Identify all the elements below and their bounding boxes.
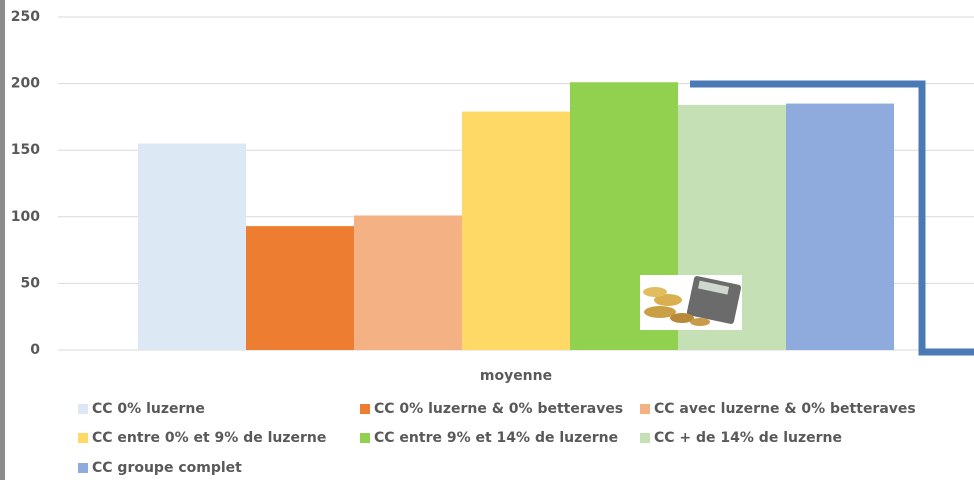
- legend-swatch: [360, 404, 370, 414]
- bar: [462, 112, 570, 350]
- left-border: [0, 0, 5, 480]
- legend-label: CC 0% luzerne: [92, 401, 205, 417]
- legend-label: CC groupe complet: [92, 460, 242, 476]
- y-tick-label: 100: [11, 209, 40, 225]
- legend-swatch: [78, 433, 88, 443]
- legend-label: CC 0% luzerne & 0% betteraves: [374, 401, 623, 417]
- y-tick-label: 0: [30, 342, 40, 358]
- legend-label: CC + de 14% de luzerne: [654, 430, 842, 446]
- bar: [786, 104, 894, 350]
- legend-swatch: [78, 463, 88, 473]
- legend-label: CC entre 0% et 9% de luzerne: [92, 430, 326, 446]
- bar: [138, 144, 246, 350]
- legend-swatch: [360, 433, 370, 443]
- y-tick-label: 250: [11, 9, 40, 25]
- x-tick-label: moyenne: [480, 368, 552, 384]
- legend-swatch: [640, 433, 650, 443]
- chart: 0 50 100 150 200 250 moyenne CC 0% luzerne CC 0%…: [0, 0, 974, 480]
- legend-swatch: [78, 404, 88, 414]
- legend-label: CC avec luzerne & 0% betteraves: [654, 401, 916, 417]
- bar: [354, 215, 462, 350]
- legend-swatch: [640, 404, 650, 414]
- legend-label: CC entre 9% et 14% de luzerne: [374, 430, 618, 446]
- y-tick-label: 50: [21, 275, 41, 291]
- plot: 0 50 100 150 200 250 moyenne CC 0% luzerne CC 0%…: [11, 9, 974, 476]
- y-tick-label: 150: [11, 142, 40, 158]
- bar: [246, 226, 354, 350]
- y-tick-label: 200: [11, 76, 40, 92]
- coins-icon: [640, 275, 742, 330]
